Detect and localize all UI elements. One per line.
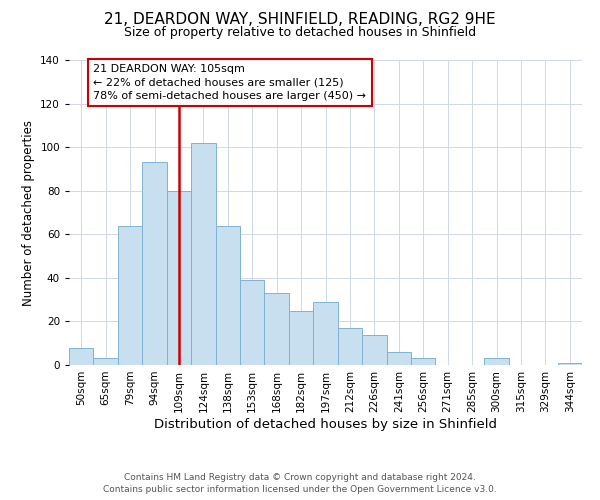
Bar	[69, 348, 94, 365]
Bar	[411, 358, 436, 365]
Text: Contains HM Land Registry data © Crown copyright and database right 2024.
Contai: Contains HM Land Registry data © Crown c…	[103, 472, 497, 494]
Bar	[94, 358, 118, 365]
Bar	[289, 310, 313, 365]
Bar	[191, 143, 215, 365]
Text: 21, DEARDON WAY, SHINFIELD, READING, RG2 9HE: 21, DEARDON WAY, SHINFIELD, READING, RG2…	[104, 12, 496, 28]
Y-axis label: Number of detached properties: Number of detached properties	[22, 120, 35, 306]
Bar	[265, 293, 289, 365]
Bar	[484, 358, 509, 365]
Bar	[215, 226, 240, 365]
Bar	[167, 190, 191, 365]
Bar	[118, 226, 142, 365]
Text: Size of property relative to detached houses in Shinfield: Size of property relative to detached ho…	[124, 26, 476, 39]
Text: 21 DEARDON WAY: 105sqm
← 22% of detached houses are smaller (125)
78% of semi-de: 21 DEARDON WAY: 105sqm ← 22% of detached…	[94, 64, 367, 101]
Bar	[362, 334, 386, 365]
Bar	[386, 352, 411, 365]
Bar	[557, 363, 582, 365]
Bar	[142, 162, 167, 365]
X-axis label: Distribution of detached houses by size in Shinfield: Distribution of detached houses by size …	[154, 418, 497, 430]
Bar	[338, 328, 362, 365]
Bar	[240, 280, 265, 365]
Bar	[313, 302, 338, 365]
